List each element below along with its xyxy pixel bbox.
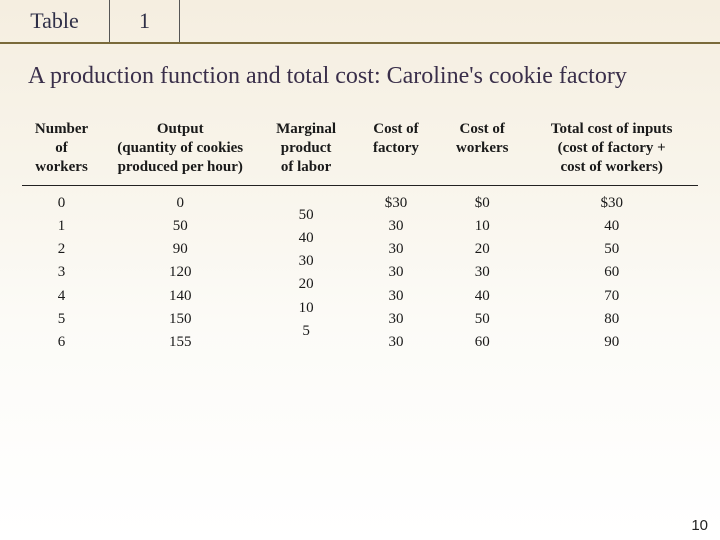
col-header-output: Output(quantity of cookiesproduced per h… [101,116,259,185]
header-bar: Table 1 [0,0,720,44]
col-header-workers: Numberof workers [22,116,101,185]
cell-output: 05090120140150155 [101,185,259,360]
cell-marginal: 50403020105 [259,185,352,360]
col-header-cworkers: Cost ofworkers [439,116,525,185]
header-number: 1 [110,0,180,42]
production-table: Numberof workers Output(quantity of cook… [22,116,698,360]
table-container: Numberof workers Output(quantity of cook… [0,102,720,360]
col-header-marginal: Marginalproductof labor [259,116,352,185]
col-header-total: Total cost of inputs(cost of factory +co… [525,116,698,185]
cell-factory: $30303030303030 [353,185,439,360]
cell-total: $30405060708090 [525,185,698,360]
col-header-factory: Cost offactory [353,116,439,185]
table-body-row: 0123456 05090120140150155 50403020105 $3… [22,185,698,360]
slide-title: A production function and total cost: Ca… [0,44,720,102]
header-label: Table [0,0,110,42]
table-header-row: Numberof workers Output(quantity of cook… [22,116,698,185]
cell-cworkers: $0102030405060 [439,185,525,360]
cell-workers: 0123456 [22,185,101,360]
page-number: 10 [691,517,708,534]
